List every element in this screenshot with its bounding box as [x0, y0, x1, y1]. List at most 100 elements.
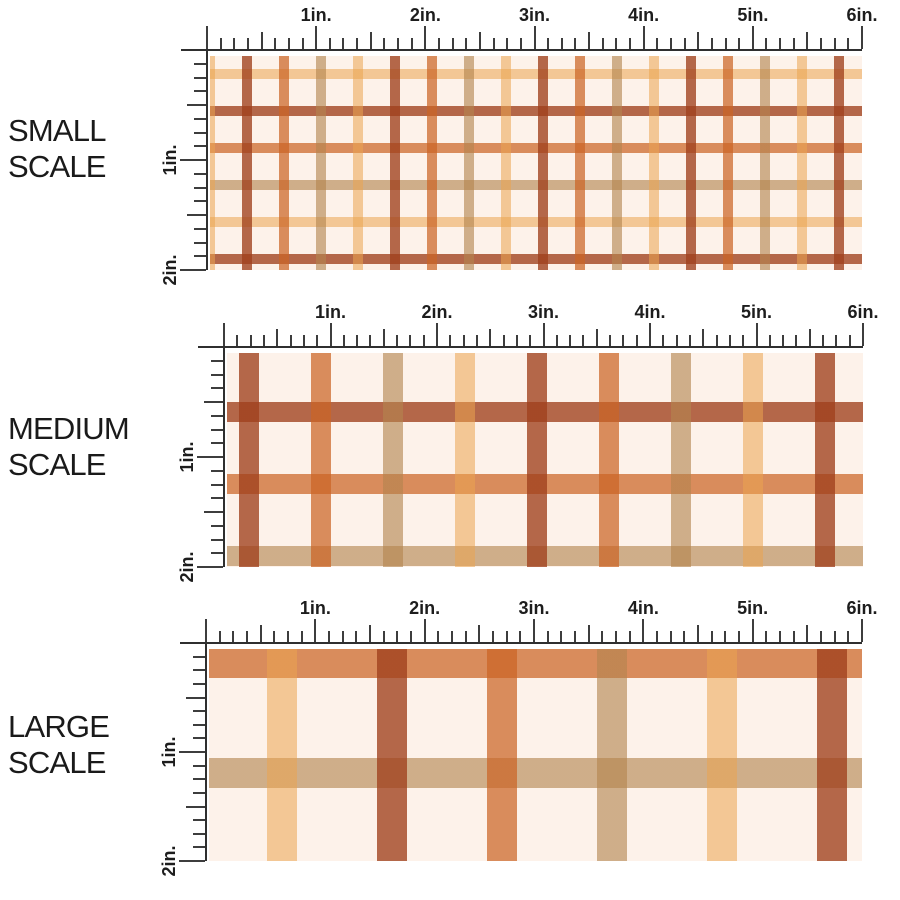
- ruler-tick: [478, 625, 481, 642]
- ruler-tick: [193, 682, 205, 685]
- ruler-tick: [193, 723, 205, 726]
- ruler-tick: [782, 335, 785, 346]
- ruler-tick: [451, 38, 454, 49]
- ruler-tick: [397, 38, 400, 49]
- ruler-baseline: [198, 346, 863, 348]
- ruler-tick: [287, 631, 289, 642]
- ruler-tick: [462, 335, 465, 346]
- ruler-tick: [211, 387, 223, 390]
- ruler-inch-label: 3in.: [518, 5, 551, 25]
- ruler-tick: [449, 335, 452, 346]
- ruler-tick: [341, 631, 344, 642]
- fabric-swatch-small: [210, 56, 862, 270]
- ruler-tick: [355, 631, 358, 642]
- ruler-tick: [833, 38, 836, 49]
- ruler-tick: [724, 631, 727, 642]
- ruler-tick: [246, 631, 248, 642]
- ruler-tick: [669, 38, 672, 49]
- ruler-tick: [197, 566, 223, 568]
- ruler-tick: [595, 329, 598, 346]
- ruler-tick: [642, 619, 645, 642]
- ruler-tick: [656, 631, 658, 642]
- ruler-tick: [316, 335, 319, 346]
- ruler-tick: [546, 631, 549, 642]
- ruler-tick: [615, 38, 618, 49]
- ruler-tick: [609, 335, 612, 346]
- ruler-tick: [683, 38, 686, 49]
- ruler-tick: [451, 631, 453, 642]
- ruler-tick: [342, 38, 345, 49]
- ruler-tick: [211, 428, 223, 431]
- ruler-tick: [260, 32, 263, 49]
- ruler-tick: [179, 751, 205, 753]
- ruler-tick: [356, 38, 359, 49]
- scale-label: SMALL SCALE: [8, 113, 106, 185]
- ruler-tick: [193, 791, 205, 794]
- ruler-tick: [236, 335, 239, 346]
- ruler-tick: [820, 38, 823, 49]
- ruler-inch-label: 2in.: [421, 302, 453, 322]
- ruler-tick: [515, 335, 518, 346]
- ruler-tick: [211, 373, 223, 376]
- ruler-tick: [211, 414, 223, 417]
- ruler-inch-label: 6in.: [846, 598, 878, 618]
- ruler-inch-label: 2in.: [409, 598, 441, 618]
- fabric-swatch-large: [209, 649, 862, 861]
- ruler-inch-label: 5in.: [740, 302, 773, 322]
- ruler-tick: [662, 335, 665, 346]
- ruler-tick: [683, 631, 686, 642]
- ruler-tick: [193, 832, 205, 835]
- ruler-tick: [193, 764, 205, 767]
- ruler-tick: [835, 335, 838, 346]
- ruler-tick: [820, 631, 822, 642]
- scale-label: MEDIUM SCALE: [8, 411, 130, 483]
- ruler-tick: [369, 625, 371, 642]
- ruler-tick: [289, 335, 292, 346]
- ruler-tick: [274, 38, 277, 49]
- ruler-tick: [505, 631, 508, 642]
- ruler-tick: [765, 38, 768, 49]
- ruler-tick: [529, 335, 532, 346]
- ruler-tick: [861, 26, 863, 49]
- ruler-tick: [724, 38, 727, 49]
- ruler-tick: [848, 335, 851, 346]
- ruler-inch-label-side: 1in.: [159, 736, 179, 768]
- ruler-sideline: [205, 643, 207, 861]
- ruler-tick: [262, 335, 265, 346]
- ruler-tick: [232, 631, 235, 642]
- ruler-tick: [259, 625, 262, 642]
- ruler-tick: [187, 104, 206, 106]
- ruler-tick: [193, 778, 205, 781]
- ruler-tick: [574, 631, 576, 642]
- ruler-tick: [502, 335, 505, 346]
- ruler-tick: [276, 329, 279, 346]
- ruler-tick: [187, 214, 206, 216]
- ruler-tick: [710, 631, 713, 642]
- ruler-tick: [383, 38, 386, 49]
- ruler-tick: [300, 631, 303, 642]
- ruler-tick: [779, 631, 781, 642]
- ruler-tick: [194, 62, 206, 65]
- ruler-tick: [601, 631, 604, 642]
- ruler-tick: [560, 38, 563, 49]
- ruler-tick: [847, 631, 850, 642]
- ruler-tick: [193, 846, 205, 849]
- ruler-tick: [669, 631, 672, 642]
- ruler-tick: [396, 631, 399, 642]
- ruler-tick: [194, 241, 206, 244]
- ruler-tick: [622, 335, 625, 346]
- ruler-tick: [249, 335, 252, 346]
- ruler-tick: [193, 710, 205, 713]
- ruler-tick: [629, 38, 632, 49]
- ruler-tick: [755, 323, 758, 346]
- ruler-tick: [219, 38, 222, 49]
- ruler-tick: [475, 335, 478, 346]
- ruler-tick: [422, 335, 425, 346]
- ruler-sideline: [223, 347, 225, 567]
- ruler-tick: [628, 631, 631, 642]
- ruler-inch-label: 4in.: [628, 5, 660, 25]
- ruler-tick: [582, 335, 585, 346]
